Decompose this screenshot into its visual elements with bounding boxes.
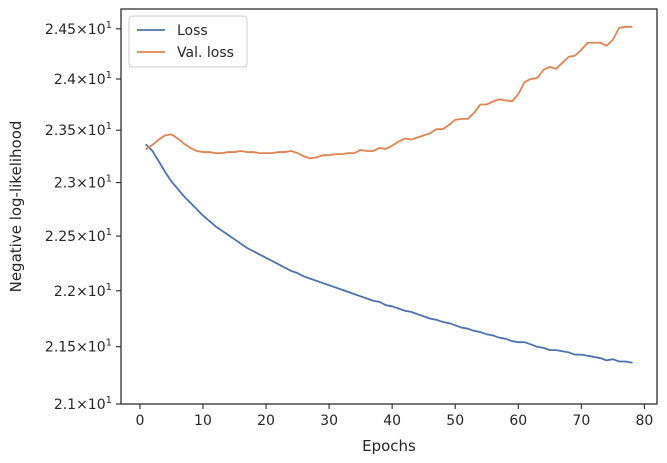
x-axis-title: Epochs — [362, 437, 416, 455]
x-tick-label: 60 — [509, 413, 527, 429]
legend-label-val-loss: Val. loss — [177, 45, 234, 61]
x-axis-ticks: 0 10 20 30 40 50 60 70 80 — [135, 404, 653, 429]
y-tick-label: 2.4×101 — [54, 70, 112, 88]
y-tick-label: 2.45×101 — [45, 20, 112, 38]
series-line-val-loss — [145, 25, 633, 160]
x-tick-label: 30 — [320, 413, 338, 429]
y-tick-label: 2.25×101 — [45, 227, 112, 245]
y-tick-label: 2.1×101 — [54, 395, 112, 413]
series-layer — [145, 25, 633, 364]
x-tick-label: 0 — [135, 413, 144, 429]
x-tick-label: 10 — [194, 413, 212, 429]
y-axis-ticks: 2.1×101 2.15×101 2.2×101 2.25×101 2.3×101 2.3… — [45, 20, 121, 413]
legend-label-loss: Loss — [177, 23, 208, 39]
plot-area-frame — [120, 8, 658, 405]
x-tick-label: 50 — [446, 413, 464, 429]
x-tick-label: 70 — [572, 413, 590, 429]
legend-box — [128, 15, 248, 68]
series-line-loss — [145, 143, 633, 364]
y-tick-label: 2.3×101 — [54, 174, 112, 192]
y-tick-label: 2.15×101 — [45, 338, 112, 356]
y-axis-title: Negative log-likelihood — [7, 121, 25, 293]
x-tick-label: 20 — [257, 413, 275, 429]
y-tick-label: 2.35×101 — [45, 121, 112, 139]
x-tick-label: 40 — [383, 413, 401, 429]
legend: Loss Val. loss — [128, 15, 248, 68]
y-tick-label: 2.2×101 — [54, 282, 112, 300]
x-tick-label: 80 — [635, 413, 653, 429]
